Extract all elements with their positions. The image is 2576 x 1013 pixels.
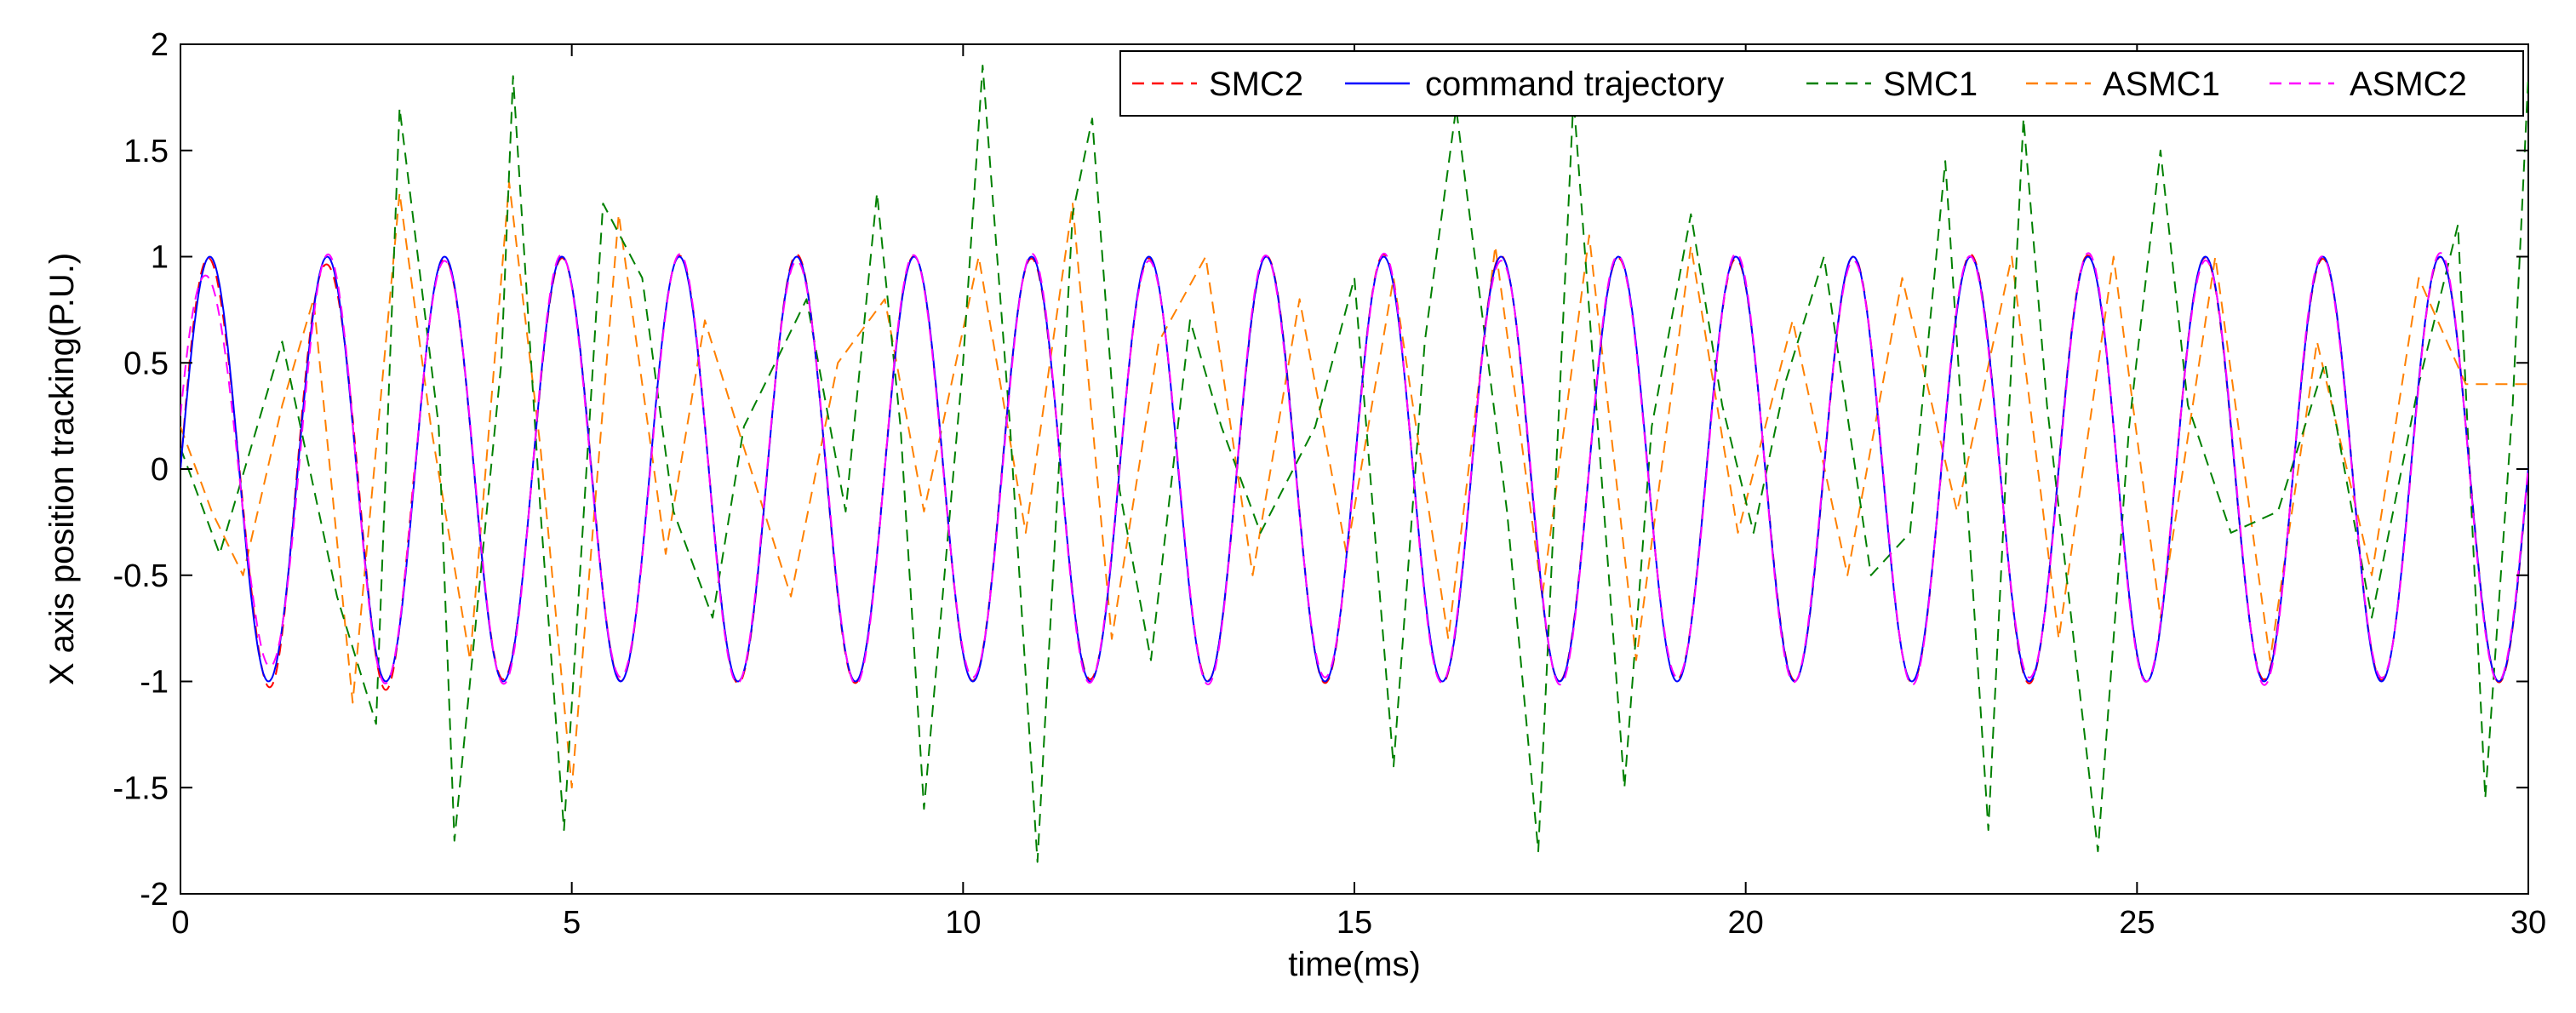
y-tick-label: 1 — [151, 240, 169, 276]
legend-label: ASMC2 — [2350, 66, 2467, 103]
legend-label: ASMC1 — [2103, 66, 2220, 103]
x-tick-label: 30 — [2510, 905, 2546, 941]
y-tick-label: -0.5 — [113, 558, 169, 594]
y-axis-label: X axis position tracking(P.U.) — [43, 253, 81, 685]
x-axis-label: time(ms) — [1288, 946, 1421, 983]
y-tick-label: 2 — [151, 27, 169, 63]
y-tick-label: -1 — [140, 665, 169, 701]
axes-layer: 0 5 10 15 20 25 30 -2 -1.5 -1 -0.5 0 0.5 1 1.5 2 — [113, 27, 2547, 941]
legend-label: SMC1 — [1883, 66, 1978, 103]
x-tick-label: 25 — [2119, 905, 2155, 941]
y-tick-label: 0.5 — [123, 346, 169, 381]
y-tick-label: 0 — [151, 452, 169, 488]
x-tick-label: 5 — [563, 905, 581, 941]
x-tick-label: 0 — [171, 905, 189, 941]
x-tick-label: 15 — [1337, 905, 1372, 941]
legend-label: command trajectory — [1425, 66, 1724, 103]
y-tick-label: -1.5 — [113, 770, 169, 806]
series-line-asmc1 — [180, 181, 2528, 789]
x-tick-label: 20 — [1728, 905, 1764, 941]
x-tick-label: 10 — [945, 905, 981, 941]
series-line-smc1 — [180, 65, 2528, 863]
y-tick-label: 1.5 — [123, 134, 169, 169]
series-line-asmc2 — [180, 252, 2528, 686]
y-tick-label: -2 — [140, 877, 169, 913]
legend-label: SMC2 — [1209, 66, 1303, 103]
series-layer — [180, 65, 2528, 863]
legend: SMC2 command trajectory SMC1 ASMC1 ASMC2 — [1119, 50, 2524, 117]
